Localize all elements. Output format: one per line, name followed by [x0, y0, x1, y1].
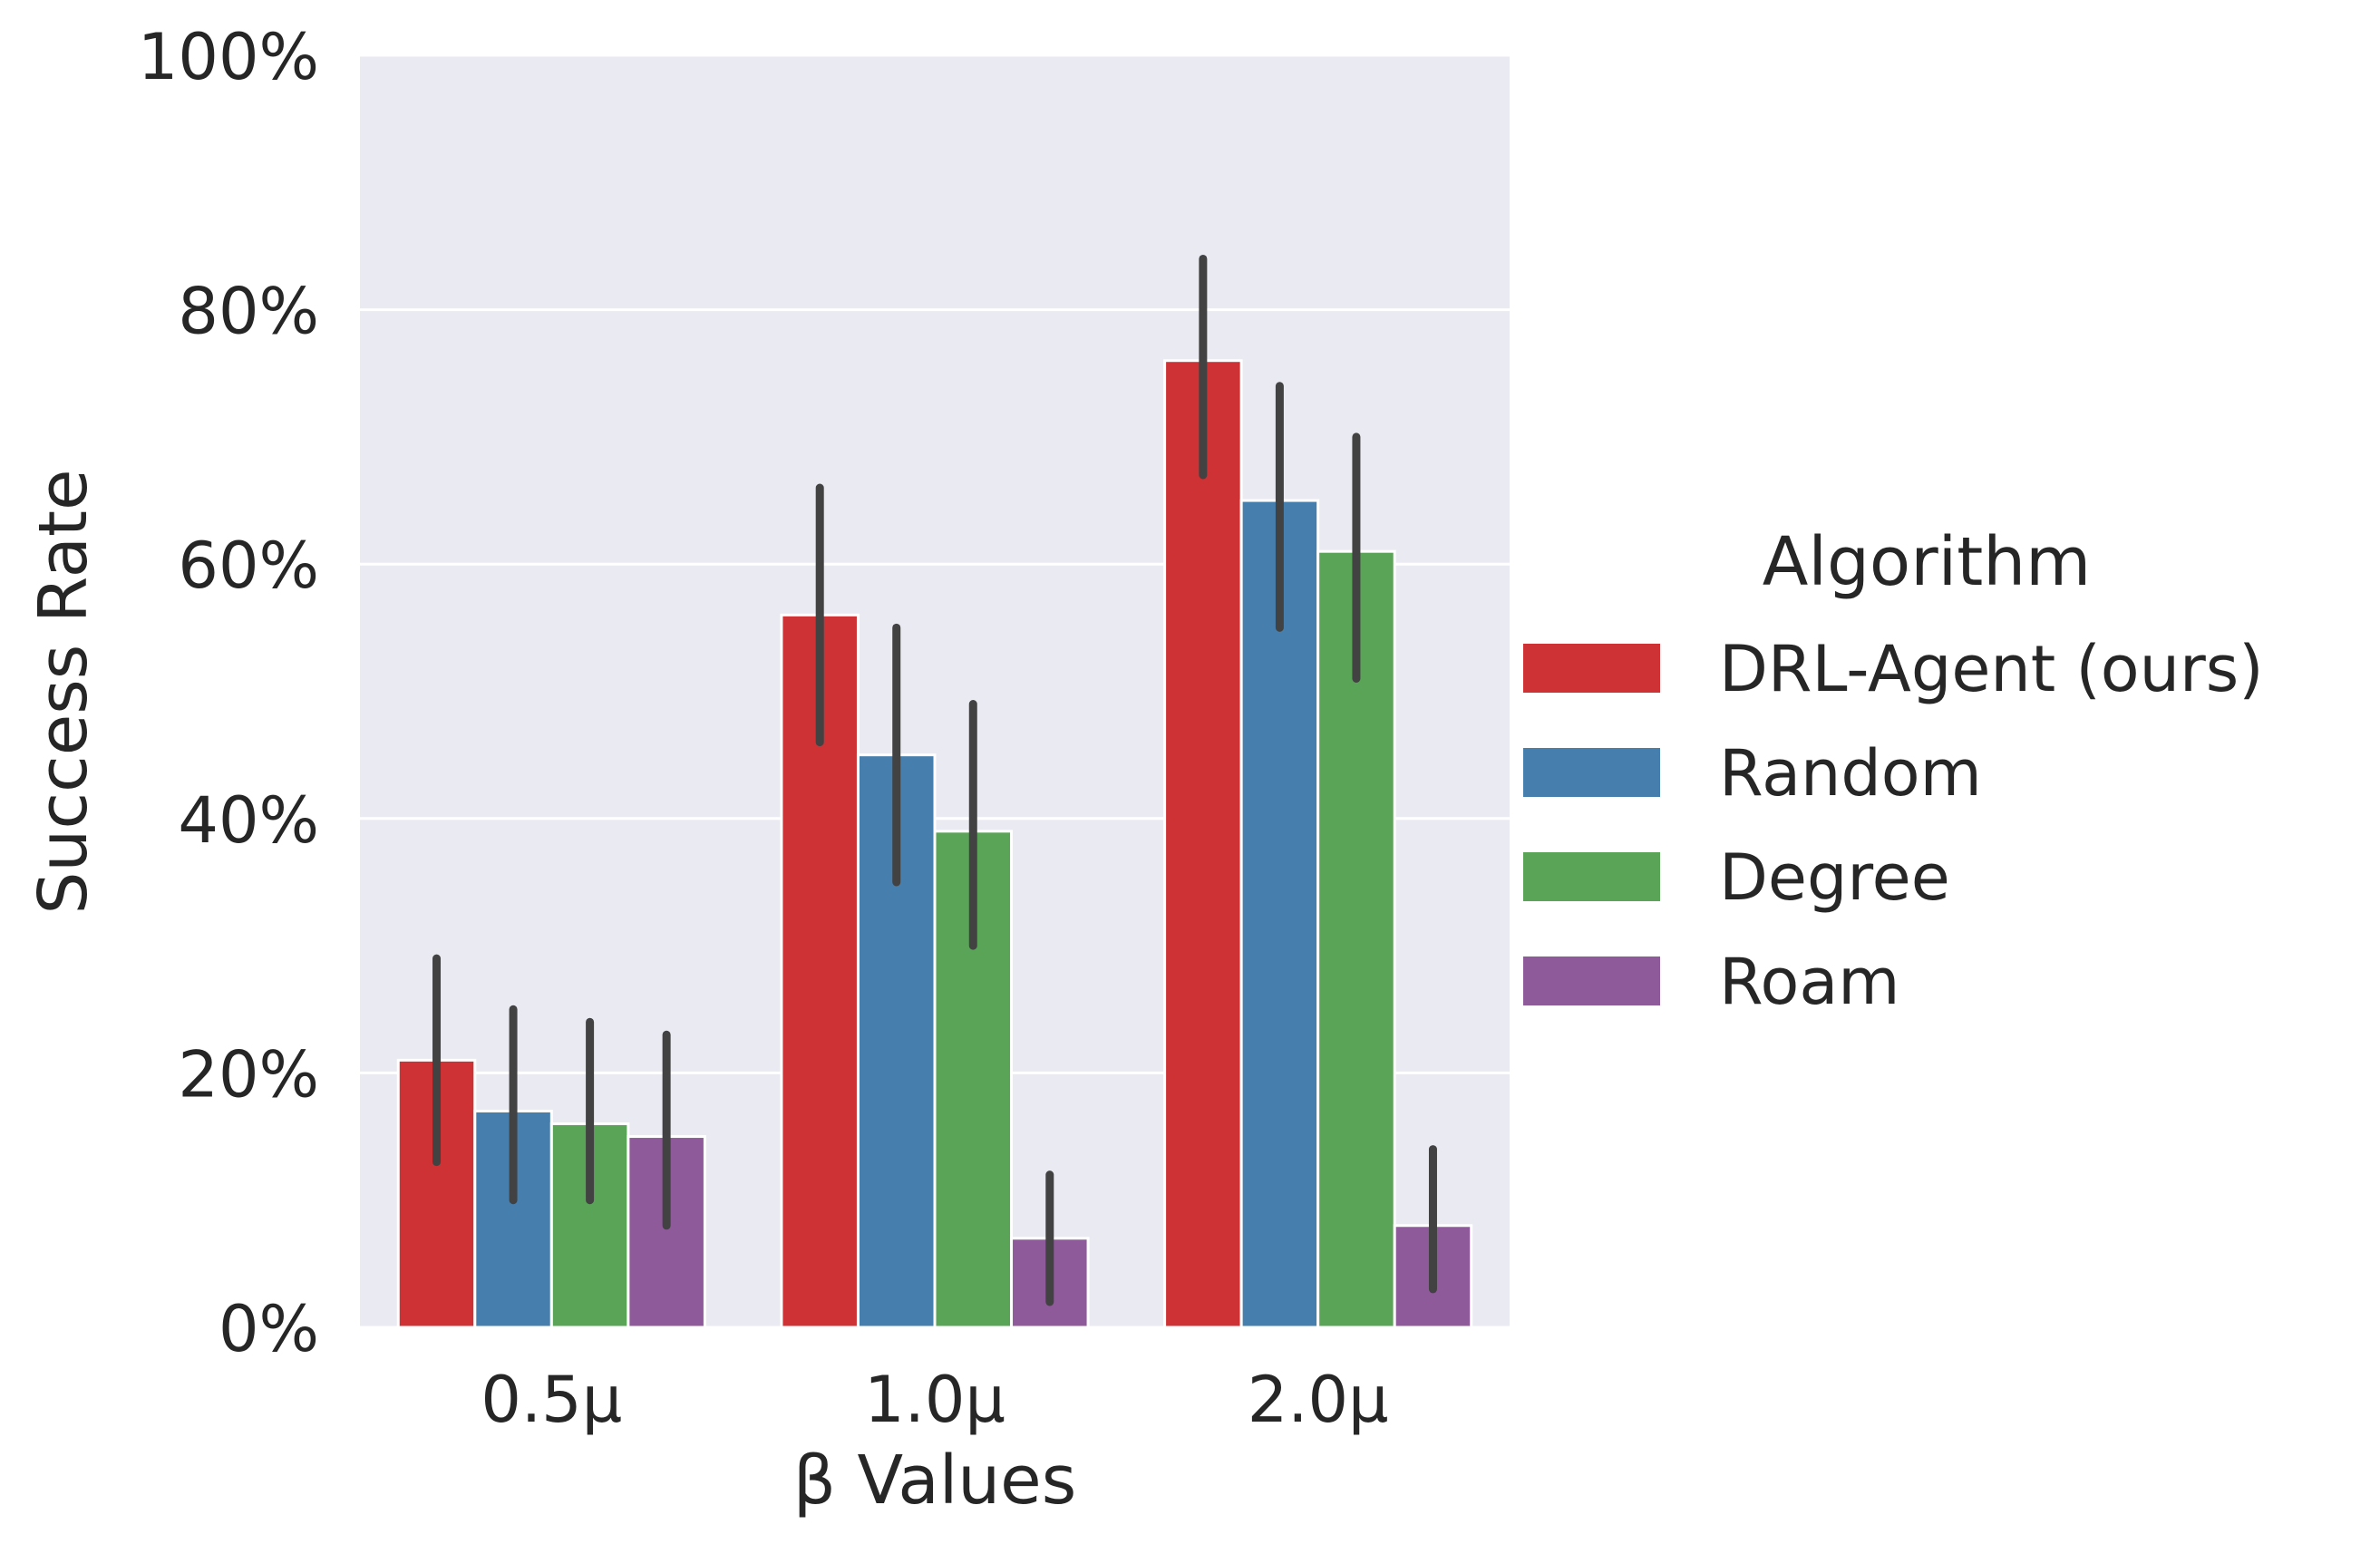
bars	[396, 359, 1473, 1329]
legend-swatch	[1523, 852, 1660, 901]
legend: Algorithm DRL-Agent (ours) Random Degree Ro…	[1523, 523, 2264, 1019]
x-axis-ticks: 0.5μ 1.0μ 2.0μ	[481, 1363, 1388, 1437]
y-axis-label: Success Rate	[24, 469, 102, 914]
y-tick-label: 100%	[138, 20, 319, 94]
x-tick-label: 2.0μ	[1248, 1363, 1389, 1437]
x-axis-label: β Values	[793, 1442, 1077, 1520]
y-tick-label: 40%	[178, 783, 319, 858]
y-tick-label: 0%	[219, 1292, 319, 1366]
error-bars	[432, 254, 1437, 1306]
legend-label: Random	[1719, 736, 1982, 811]
y-tick-label: 60%	[178, 529, 319, 603]
legend-swatch	[1523, 957, 1660, 1005]
legend-label: DRL-Agent (ours)	[1719, 632, 2264, 706]
legend-title: Algorithm	[1763, 523, 2091, 601]
legend-label: Roam	[1719, 945, 1899, 1019]
legend-label: Degree	[1719, 840, 1950, 915]
y-tick-label: 80%	[178, 275, 319, 349]
y-axis-ticks: 0% 20% 40% 60% 80% 100%	[138, 20, 319, 1366]
y-tick-label: 20%	[178, 1037, 319, 1112]
bar	[1239, 499, 1320, 1329]
legend-swatch	[1523, 748, 1660, 797]
bar	[1163, 359, 1243, 1329]
legend-swatch	[1523, 644, 1660, 693]
x-tick-label: 0.5μ	[481, 1363, 622, 1437]
x-tick-label: 1.0μ	[864, 1363, 1005, 1437]
